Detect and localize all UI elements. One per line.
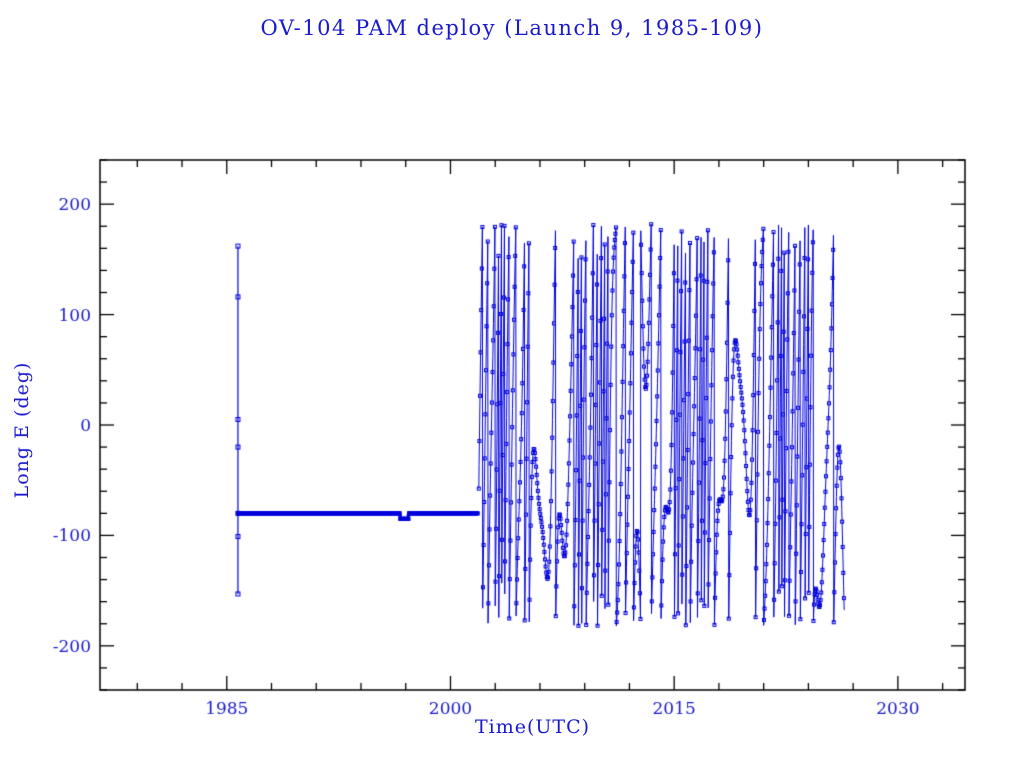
chart-title: OV-104 PAM deploy (Launch 9, 1985-109) [260, 16, 764, 40]
y-axis-label: Long E (deg) [11, 361, 33, 499]
x-axis-label: Time(UTC) [474, 716, 591, 738]
